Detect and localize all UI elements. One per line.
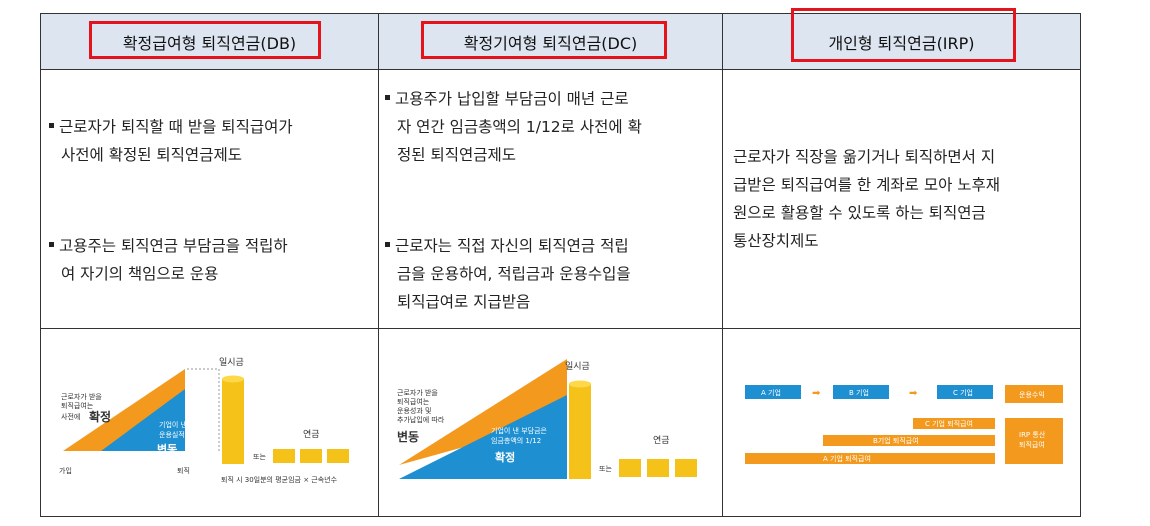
dc-description: 고용주가 납입할 부담금이 매년 근로 자 연간 임금총액의 1/12로 사전에… [379,70,722,329]
bar-c [913,418,995,429]
dc-lump-sum-coin [569,384,591,479]
bullet-square-icon [385,95,390,100]
dc-or-label: 또는 [599,465,612,473]
dc-left-label-2: 퇴직급여는 [397,397,430,406]
db-retire-label: 퇴직 [177,466,190,475]
company-b-label: B 기업 [849,388,869,397]
irp-header: 개인형 퇴직연금(IRP) [723,14,1080,70]
irp-total-label-2: 퇴직급여 [1019,440,1045,449]
irp-diagram: A 기업 ➡ B 기업 ➡ C 기업 운용수익 C 기업 퇴직급여 B기업 퇴직… [723,329,1080,516]
dc-annuity-coin [675,459,697,477]
dc-diagram: 일시금 연금 또는 근로자가 받을 퇴직급여는 운용성과 및 추가납입에 따라 … [379,329,722,516]
dc-bullet-1: 고용주가 납입할 부담금이 매년 근로 자 연간 임금총액의 1/12로 사전에… [385,85,642,169]
db-annuity-coin [327,449,349,463]
dc-bullet-2: 근로자는 직접 자신의 퇴직연금 적립 금을 운용하여, 적립금과 운용수입을 … [385,232,631,316]
irp-description: 근로자가 직장을 옮기거나 퇴직하면서 지 급받은 퇴직급여를 한 계좌로 모아… [723,70,1080,329]
returns-label: 운용수익 [1019,391,1045,399]
dc-blue-triangle [399,395,567,479]
company-a-label: A 기업 [761,388,781,397]
db-description: 근로자가 퇴직할 때 받을 퇴직급여가 사전에 확정된 퇴직연금제도 고용주는 … [41,70,378,329]
dc-left-label-4: 추가납입에 따라 [397,415,445,424]
db-lump-label: 일시금 [219,357,244,368]
db-bullet-1: 근로자가 퇴직할 때 받을 퇴직급여가 사전에 확정된 퇴직연금제도 [49,113,293,169]
dc-mid-label-1: 기업이 낸 부담금은 [491,426,548,435]
company-a-box [745,385,801,399]
irp-header-highlight [791,8,1016,62]
dc-left-label-1: 근로자가 받을 [397,388,438,397]
dc-left-label-3: 운용성과 및 [397,406,431,415]
dc-annuity-label: 연금 [653,435,670,446]
arrow-right-icon: ➡ [812,388,821,399]
db-left-label-3: 사전에 [61,412,80,421]
bar-b-label: B기업 퇴직급여 [873,436,919,445]
dc-orange-area [399,359,567,465]
dc-left-big: 변동 [397,429,419,444]
db-bullet-2: 고용주는 퇴직연금 부담금을 적립하 여 자기의 책임으로 운용 [49,232,288,288]
dc-header-highlight [421,21,667,59]
arrow-right-icon: ➡ [909,388,918,399]
db-header-highlight [89,21,321,59]
dc-mid-label-2: 임금총액의 1/12 [491,436,541,445]
db-annuity-coin [300,449,322,463]
db-left-big: 확정 [89,409,111,424]
dc-title: 확정기여형 퇴직연금(DC) [463,33,638,53]
db-diagram-graphic: 일시금 연금 또는 근로자가 받을 퇴직급여는 사전에 확정 기업이 낸 부담금… [59,357,349,484]
dc-column: 확정기여형 퇴직연금(DC) 고용주가 납입할 부담금이 매년 근로 자 연간 … [379,14,723,516]
bar-a [745,453,995,464]
irp-diagram-graphic: A 기업 ➡ B 기업 ➡ C 기업 운용수익 C 기업 퇴직급여 B기업 퇴직… [745,385,1063,464]
db-left-label-1: 근로자가 받을 [61,392,102,401]
company-c-label: C 기업 [953,388,973,397]
db-or-label: 또는 [253,453,266,461]
irp-total-label-1: IRP 통산 [1019,430,1046,439]
db-mid-label-1: 기업이 낸 부담금은 [159,420,216,429]
dc-diagram-graphic: 일시금 연금 또는 근로자가 받을 퇴직급여는 운용성과 및 추가납입에 따라 … [397,359,697,479]
bullet-square-icon [49,242,54,247]
bar-a-label: A 기업 퇴직급여 [823,454,871,463]
db-annuity-label: 연금 [303,429,320,440]
irp-total-box [1005,418,1063,464]
irp-text: 근로자가 직장을 옮기거나 퇴직하면서 지 급받은 퇴직급여를 한 계좌로 모아… [733,148,1001,250]
pension-comparison-table: 확정급여형 퇴직연금(DB) 근로자가 퇴직할 때 받을 퇴직급여가 사전에 확… [40,8,1081,517]
db-blue-triangle [101,389,185,451]
bar-c-label: C 기업 퇴직급여 [925,419,973,428]
db-title: 확정급여형 퇴직연금(DB) [122,33,297,53]
dc-annuity-coin [619,459,641,477]
dc-lump-label: 일시금 [565,361,590,372]
db-annuity-coin [273,449,295,463]
db-mid-label-2: 운용실적에 따라 [159,430,207,439]
bullet-square-icon [49,123,54,128]
company-b-box [833,385,889,399]
db-column: 확정급여형 퇴직연금(DB) 근로자가 퇴직할 때 받을 퇴직급여가 사전에 확… [41,14,379,516]
bullet-square-icon [385,242,390,247]
irp-title: 개인형 퇴직연금(IRP) [828,33,975,53]
db-join-label: 가입 [59,466,72,475]
db-left-label-2: 퇴직급여는 [61,401,94,410]
db-diagram: 일시금 연금 또는 근로자가 받을 퇴직급여는 사전에 확정 기업이 낸 부담금… [41,329,378,516]
bar-b [823,435,995,446]
dc-annuity-coin [647,459,669,477]
irp-column: 개인형 퇴직연금(IRP) 근로자가 직장을 옮기거나 퇴직하면서 지 급받은 … [723,14,1080,516]
dc-mid-big: 확정 [495,450,515,464]
db-formula: 퇴직 시 30일분의 평균임금 × 근속년수 [221,475,338,484]
db-mid-big: 변동 [157,442,177,456]
company-c-box [937,385,993,399]
db-lump-sum-coin [222,379,244,464]
returns-box [1005,385,1063,403]
